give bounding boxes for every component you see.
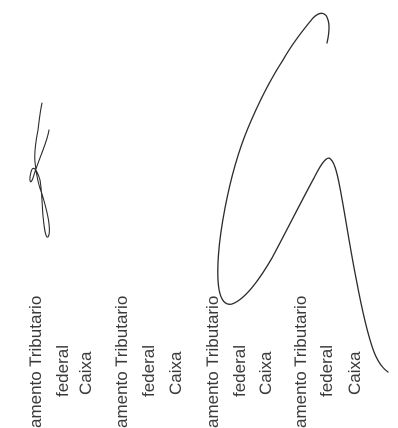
label-col-2-line2: federal	[139, 345, 158, 397]
label-col-3-line3: Caixa	[256, 351, 275, 395]
label-col-4-line1: amento Tributario	[291, 295, 310, 428]
label-col-3-line1: amento Tributario	[203, 295, 222, 428]
label-col-3-line2: federal	[230, 345, 249, 397]
signature-large	[217, 12, 389, 373]
label-col-2-line3: Caixa	[166, 351, 185, 395]
label-col-4-line2: federal	[317, 345, 336, 397]
label-col-4-line3: Caixa	[345, 351, 364, 395]
label-col-1-line1: amento Tributario	[26, 295, 45, 428]
signature-small	[29, 102, 50, 238]
label-col-1-line3: Caixa	[76, 351, 95, 395]
label-col-1-line2: federal	[53, 345, 72, 397]
label-col-2-line1: amento Tributario	[112, 295, 131, 428]
